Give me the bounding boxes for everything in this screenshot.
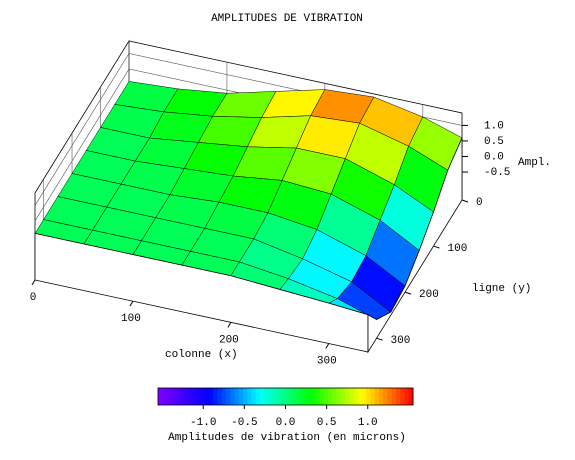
colorbar-swatch bbox=[175, 388, 180, 405]
colorbar-swatch bbox=[179, 388, 184, 405]
colorbar-swatch bbox=[319, 388, 325, 405]
colorbar-swatch bbox=[332, 388, 337, 405]
colorbar-tick-label: 0.5 bbox=[317, 417, 337, 429]
colorbar-swatch bbox=[196, 388, 201, 405]
colorbar-swatch bbox=[238, 388, 244, 405]
colorbar-swatch bbox=[323, 388, 329, 405]
colorbar-swatch bbox=[328, 388, 333, 405]
colorbar-swatch bbox=[400, 388, 405, 405]
colorbar-swatch bbox=[379, 388, 384, 405]
x-tick-label: 300 bbox=[317, 355, 337, 367]
chart-title: AMPLITUDES DE VIBRATION bbox=[211, 13, 363, 25]
colorbar-swatch bbox=[268, 388, 274, 405]
colorbar-swatch bbox=[366, 388, 371, 405]
x-tick-label: 0 bbox=[30, 292, 37, 304]
right-side bbox=[367, 137, 463, 354]
colorbar-swatch bbox=[285, 388, 291, 405]
colorbar-swatch bbox=[294, 388, 299, 405]
colorbar-swatch bbox=[404, 388, 410, 405]
colorbar-tick-label: -0.5 bbox=[231, 417, 257, 429]
colorbar-swatch bbox=[315, 388, 320, 405]
y-tick bbox=[376, 337, 383, 341]
colorbar-swatch bbox=[336, 388, 342, 405]
colorbar-swatch bbox=[213, 388, 218, 405]
colorbar-swatch bbox=[204, 388, 210, 405]
colorbar-swatch bbox=[345, 388, 350, 405]
colorbar-swatch bbox=[260, 388, 265, 405]
colorbar-swatch bbox=[192, 388, 197, 405]
z-tick-label: 0.0 bbox=[484, 151, 504, 163]
colorbar-swatch bbox=[408, 388, 414, 405]
colorbar-swatch bbox=[234, 388, 240, 405]
y-tick bbox=[461, 199, 469, 203]
colorbar-swatch bbox=[187, 388, 193, 405]
z-tick-label: -0.5 bbox=[484, 167, 510, 179]
colorbar-swatch bbox=[230, 388, 235, 405]
colorbar-swatch bbox=[387, 388, 393, 405]
colorbar-swatch bbox=[349, 388, 354, 405]
colorbar-swatch bbox=[289, 388, 295, 405]
colorbar-swatch bbox=[383, 388, 388, 405]
colorbar-tick-label: 1.0 bbox=[358, 417, 378, 429]
colorbar-swatch bbox=[255, 388, 261, 405]
y-axis-label: ligne (y) bbox=[472, 283, 531, 295]
colorbar-swatch bbox=[370, 388, 376, 405]
y-tick bbox=[404, 291, 412, 295]
colorbar-swatch bbox=[166, 388, 172, 405]
colorbar-swatch bbox=[357, 388, 363, 405]
y-tick-label: 0 bbox=[476, 197, 483, 209]
colorbar-swatch bbox=[221, 388, 227, 405]
x-tick-label: 200 bbox=[219, 334, 239, 346]
colorbar-swatch bbox=[277, 388, 282, 405]
colorbar-swatch bbox=[170, 388, 176, 405]
colorbar-swatch bbox=[247, 388, 252, 405]
x-tick bbox=[31, 279, 36, 286]
colorbar-swatch bbox=[183, 388, 189, 405]
x-tick bbox=[325, 343, 330, 349]
colorbar-swatch bbox=[298, 388, 303, 405]
colorbar-swatch bbox=[217, 388, 223, 405]
x-axis-label: colonne (x) bbox=[165, 349, 238, 361]
y-tick-label: 100 bbox=[448, 243, 468, 255]
z-tick-label: 1.0 bbox=[484, 120, 504, 132]
colorbar-swatch bbox=[209, 388, 214, 405]
colorbar-swatch bbox=[374, 388, 380, 405]
y-tick-label: 300 bbox=[391, 335, 411, 347]
colorbar-swatch bbox=[243, 388, 248, 405]
colorbar-swatch bbox=[340, 388, 346, 405]
colorbar-swatch bbox=[200, 388, 206, 405]
colorbar-label: Amplitudes de vibration (en microns) bbox=[168, 432, 406, 444]
x-tick bbox=[227, 322, 232, 328]
z-tick-label: 0.5 bbox=[484, 136, 504, 148]
colorbar-swatch bbox=[302, 388, 308, 405]
colorbar-swatch bbox=[158, 388, 163, 405]
colorbar-swatch bbox=[353, 388, 359, 405]
z-axis-label: Ampl. bbox=[518, 157, 551, 169]
colorbar-swatch bbox=[396, 388, 401, 405]
colorbar-swatch bbox=[362, 388, 367, 405]
colorbar-swatch bbox=[226, 388, 231, 405]
y-tick-label: 200 bbox=[419, 289, 439, 301]
x-tick-label: 100 bbox=[121, 313, 141, 325]
colorbar-tick-label: -1.0 bbox=[190, 417, 216, 429]
colorbar-swatch bbox=[281, 388, 286, 405]
colorbar-swatch bbox=[251, 388, 257, 405]
colorbar-swatch bbox=[162, 388, 167, 405]
colorbar-swatch bbox=[391, 388, 397, 405]
colorbar-swatch bbox=[272, 388, 278, 405]
colorbar-swatch bbox=[264, 388, 269, 405]
colorbar-swatch bbox=[311, 388, 316, 405]
x-tick bbox=[129, 300, 134, 307]
colorbar-swatch bbox=[306, 388, 312, 405]
y-tick bbox=[433, 245, 440, 249]
colorbar-tick-label: 0.0 bbox=[276, 417, 296, 429]
